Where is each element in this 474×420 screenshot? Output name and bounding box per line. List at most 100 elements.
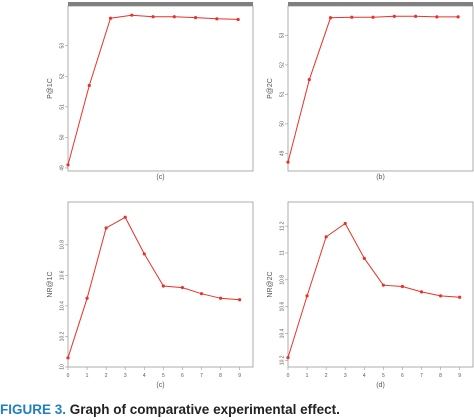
y-tick-label: 10.6 xyxy=(279,302,285,312)
x-tick-label: 9 xyxy=(238,373,241,379)
y-tick-label: 10.2 xyxy=(279,355,285,365)
chart-panel-1: 49 50 51 52 53 P@1C (c) xyxy=(47,2,254,181)
data-point xyxy=(286,160,290,164)
data-point xyxy=(286,356,290,360)
data-point xyxy=(392,14,396,18)
data-point xyxy=(85,296,89,300)
x-tick-label: 8 xyxy=(439,373,442,379)
x-tick-label: 7 xyxy=(200,373,203,379)
y-tick-label: 10.2 xyxy=(59,331,65,341)
y-tick-label: 10.8 xyxy=(279,275,285,285)
data-point xyxy=(305,294,309,298)
y-tick-label: 11 xyxy=(279,250,285,255)
data-point xyxy=(104,226,108,230)
x-tick-label: 6 xyxy=(401,373,404,379)
data-point xyxy=(199,292,204,296)
data-point xyxy=(215,17,219,21)
x-tick-label: 5 xyxy=(382,373,385,379)
data-point xyxy=(458,295,462,299)
y-axis-label: P@2C xyxy=(267,78,274,99)
panel-header-bar xyxy=(68,2,253,6)
panel-label: (d) xyxy=(376,382,385,389)
y-tick-label: 50 xyxy=(279,121,285,127)
data-point xyxy=(350,15,354,19)
data-point xyxy=(400,284,405,289)
y-axis-label: NR@2C xyxy=(267,271,274,297)
y-axis-label: P@1C xyxy=(47,78,54,99)
figure-caption: FIGURE 3. Graph of comparative experimen… xyxy=(0,400,474,420)
data-point xyxy=(180,285,185,290)
data-point xyxy=(381,283,385,287)
data-point xyxy=(328,16,333,20)
panel-label: (b) xyxy=(376,174,385,181)
data-point xyxy=(161,284,165,288)
chart-panels: 4950515253P@1C(c)4950515253P@2C(b)1010.2… xyxy=(47,2,474,389)
data-point xyxy=(130,13,134,17)
panel-header-bar xyxy=(288,2,473,6)
y-tick-label: 10.8 xyxy=(59,240,65,250)
x-tick-label: 5 xyxy=(162,373,165,379)
data-point xyxy=(413,14,418,18)
data-point xyxy=(123,215,127,219)
data-point xyxy=(236,17,240,22)
x-tick-label: 3 xyxy=(124,373,127,379)
y-tick-label: 52 xyxy=(279,62,285,68)
chart-panel-3: 10 10.2 10.4 10.6 10.8 0 1 2 3 4 5 6 7 8 9 NR@1C (c) xyxy=(47,201,254,389)
y-tick-label: 53 xyxy=(59,43,65,49)
data-point xyxy=(151,15,155,19)
figure-caption-text: Graph of comparative experimental effect… xyxy=(69,402,340,417)
y-tick-label: 10.6 xyxy=(59,270,65,280)
data-point xyxy=(172,15,176,19)
data-point xyxy=(435,15,439,19)
data-point xyxy=(456,15,460,19)
y-tick-label: 10 xyxy=(59,364,65,370)
x-tick-label: 9 xyxy=(458,373,461,379)
data-point xyxy=(362,256,366,260)
panel-label: (c) xyxy=(156,382,164,389)
figure-caption-label: FIGURE 3. xyxy=(0,402,67,417)
data-point xyxy=(307,78,311,82)
data-point xyxy=(438,294,443,298)
x-tick-label: 7 xyxy=(420,373,423,379)
x-tick-label: 2 xyxy=(325,373,328,379)
data-point xyxy=(343,221,347,226)
data-point xyxy=(218,296,223,300)
y-tick-label: 51 xyxy=(279,91,285,97)
data-point xyxy=(66,356,70,360)
y-tick-label: 10.4 xyxy=(279,328,285,338)
y-tick-label: 52 xyxy=(59,73,65,79)
data-point xyxy=(324,235,328,239)
x-tick-label: 0 xyxy=(67,373,70,379)
x-tick-label: 3 xyxy=(344,373,347,379)
series-line xyxy=(67,216,240,358)
y-tick-label: 11.2 xyxy=(279,221,285,231)
data-point xyxy=(142,252,146,256)
y-tick-label: 10.4 xyxy=(59,301,65,311)
y-tick-label: 50 xyxy=(59,134,65,140)
chart-panel-4: 10.2 10.4 10.6 10.8 11 11.2 0 1 2 3 4 5 6 7 8 9 NR@2C (d) xyxy=(267,201,474,389)
y-axis-label: NR@1C xyxy=(47,271,54,297)
data-point xyxy=(238,298,242,302)
x-tick-label: 6 xyxy=(181,373,184,379)
plot-frame xyxy=(67,201,254,368)
chart-panel-2: 49 50 51 52 53 P@2C (b) xyxy=(267,2,474,181)
y-tick-label: 51 xyxy=(59,104,65,110)
plot-frame xyxy=(287,5,474,172)
y-tick-label: 49 xyxy=(279,150,285,156)
x-tick-label: 2 xyxy=(105,373,108,379)
data-point xyxy=(66,163,70,167)
x-tick-label: 1 xyxy=(306,373,309,379)
data-point xyxy=(193,16,198,20)
data-point xyxy=(108,16,113,20)
y-tick-label: 53 xyxy=(279,32,285,38)
plot-frame xyxy=(287,201,474,368)
x-tick-label: 8 xyxy=(219,373,222,379)
y-tick-label: 49 xyxy=(59,165,65,171)
data-point xyxy=(371,15,375,19)
series-line xyxy=(287,222,460,358)
x-tick-label: 0 xyxy=(287,373,290,379)
x-tick-label: 4 xyxy=(363,373,366,379)
data-point xyxy=(87,83,91,88)
x-tick-label: 1 xyxy=(86,373,89,379)
